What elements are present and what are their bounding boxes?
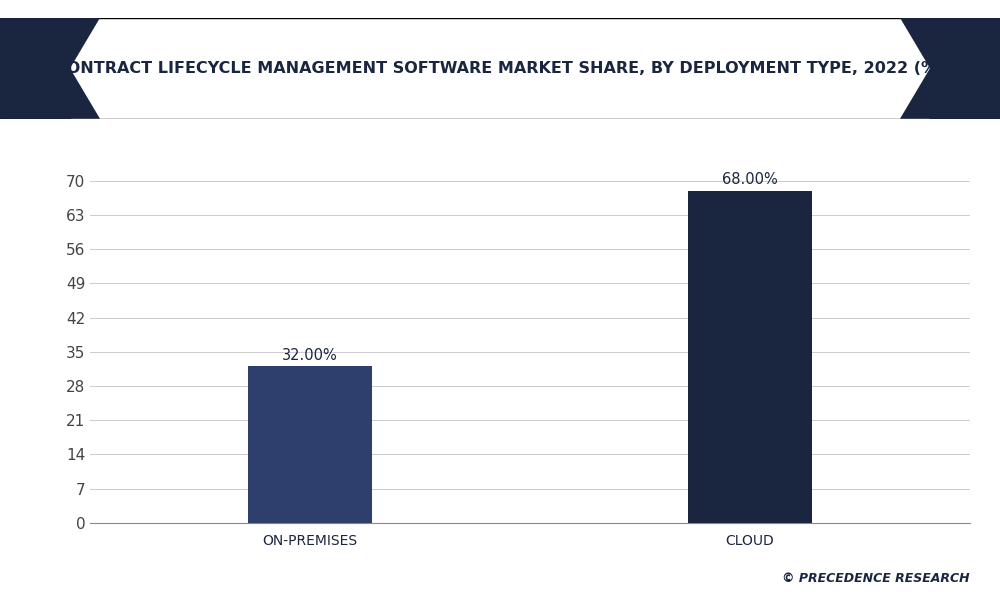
Bar [688,191,812,523]
Text: 68.00%: 68.00% [722,172,778,187]
FancyBboxPatch shape [0,18,1000,119]
Polygon shape [900,18,1000,119]
FancyBboxPatch shape [70,18,930,119]
Bar [248,366,372,523]
Text: © PRECEDENCE RESEARCH: © PRECEDENCE RESEARCH [782,572,970,585]
Text: 32.00%: 32.00% [282,347,338,362]
Polygon shape [0,18,100,119]
Text: CONTRACT LIFECYCLE MANAGEMENT SOFTWARE MARKET SHARE, BY DEPLOYMENT TYPE, 2022 (%: CONTRACT LIFECYCLE MANAGEMENT SOFTWARE M… [55,61,945,76]
